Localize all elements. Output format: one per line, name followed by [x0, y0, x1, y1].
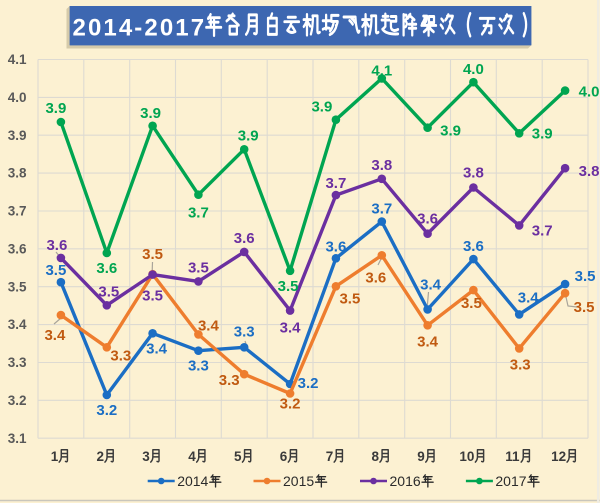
- svg-text:10: 10: [459, 449, 474, 464]
- svg-text:6: 6: [280, 449, 288, 464]
- svg-text:3.3: 3.3: [219, 372, 240, 389]
- svg-text:4.0: 4.0: [463, 61, 484, 78]
- svg-text:3.4: 3.4: [146, 340, 168, 357]
- svg-text:3.3: 3.3: [110, 347, 131, 364]
- svg-text:9: 9: [417, 449, 425, 464]
- svg-text:3.5: 3.5: [98, 283, 119, 300]
- svg-text:12: 12: [551, 449, 566, 464]
- svg-text:4.1: 4.1: [371, 62, 392, 79]
- svg-text:3.5: 3.5: [339, 290, 360, 307]
- svg-text:3.6: 3.6: [417, 211, 438, 228]
- svg-text:3.5: 3.5: [8, 279, 27, 294]
- svg-text:4.0: 4.0: [579, 84, 600, 101]
- svg-text:3.8: 3.8: [579, 163, 600, 180]
- svg-text:3.4: 3.4: [280, 320, 302, 337]
- svg-text:2017: 2017: [495, 473, 526, 489]
- svg-text:3.4: 3.4: [518, 289, 540, 306]
- svg-text:2: 2: [97, 449, 105, 464]
- svg-text:3.1: 3.1: [8, 431, 27, 446]
- svg-text:3.6: 3.6: [46, 237, 67, 254]
- svg-text:3.9: 3.9: [440, 123, 461, 140]
- svg-text:3.2: 3.2: [298, 375, 319, 392]
- svg-text:3.9: 3.9: [238, 127, 259, 144]
- svg-text:3.7: 3.7: [325, 175, 346, 192]
- svg-text:3.7: 3.7: [532, 222, 553, 239]
- svg-text:3.4: 3.4: [8, 317, 27, 332]
- svg-text:3.8: 3.8: [371, 157, 392, 174]
- svg-text:3.4: 3.4: [198, 317, 220, 334]
- svg-text:3.4: 3.4: [420, 276, 442, 293]
- svg-text:3.9: 3.9: [532, 125, 553, 142]
- svg-text:3.4: 3.4: [417, 333, 439, 350]
- svg-text:7: 7: [326, 449, 334, 464]
- svg-text:3.7: 3.7: [188, 205, 209, 222]
- svg-text:2015: 2015: [283, 473, 314, 489]
- svg-text:1: 1: [51, 449, 59, 464]
- svg-text:5: 5: [234, 449, 242, 464]
- svg-text:3.5: 3.5: [278, 278, 299, 295]
- svg-text:3.3: 3.3: [234, 323, 255, 340]
- svg-text:8: 8: [372, 449, 380, 464]
- svg-text:3.6: 3.6: [234, 230, 255, 247]
- svg-text:3.5: 3.5: [575, 268, 596, 285]
- svg-text:3.5: 3.5: [188, 259, 209, 276]
- svg-text:4.0: 4.0: [8, 90, 27, 105]
- svg-text:2014: 2014: [177, 473, 208, 489]
- svg-text:3.4: 3.4: [44, 327, 66, 344]
- svg-text:3.3: 3.3: [8, 355, 27, 370]
- svg-text:3.7: 3.7: [8, 204, 27, 219]
- svg-text:3.7: 3.7: [371, 201, 392, 218]
- svg-text:2014-2017: 2014-2017: [73, 15, 207, 42]
- svg-text:3.9: 3.9: [8, 128, 27, 143]
- svg-text:3.2: 3.2: [280, 396, 301, 413]
- svg-text:3.6: 3.6: [463, 238, 484, 255]
- svg-text:11: 11: [505, 449, 520, 464]
- svg-text:3.3: 3.3: [188, 358, 209, 375]
- svg-text:3.2: 3.2: [8, 393, 27, 408]
- svg-text:4: 4: [188, 449, 196, 464]
- svg-text:3.9: 3.9: [45, 100, 66, 117]
- svg-text:2016: 2016: [390, 473, 421, 489]
- svg-text:3.9: 3.9: [311, 99, 332, 116]
- svg-text:3.5: 3.5: [142, 288, 163, 305]
- svg-text:3.3: 3.3: [510, 356, 531, 373]
- svg-text:3.5: 3.5: [574, 299, 595, 316]
- svg-text:3.6: 3.6: [8, 241, 27, 256]
- svg-text:3.8: 3.8: [463, 165, 484, 182]
- svg-text:3.2: 3.2: [96, 402, 117, 419]
- svg-text:3.5: 3.5: [461, 295, 482, 312]
- svg-text:3.5: 3.5: [142, 246, 163, 263]
- svg-text:3: 3: [142, 449, 150, 464]
- svg-text:3.8: 3.8: [8, 166, 27, 181]
- svg-text:3.6: 3.6: [325, 238, 346, 255]
- svg-text:3.6: 3.6: [365, 269, 386, 286]
- svg-text:3.5: 3.5: [45, 262, 66, 279]
- svg-text:3.6: 3.6: [96, 260, 117, 277]
- svg-text:4.1: 4.1: [8, 52, 27, 67]
- svg-text:3.9: 3.9: [140, 105, 161, 122]
